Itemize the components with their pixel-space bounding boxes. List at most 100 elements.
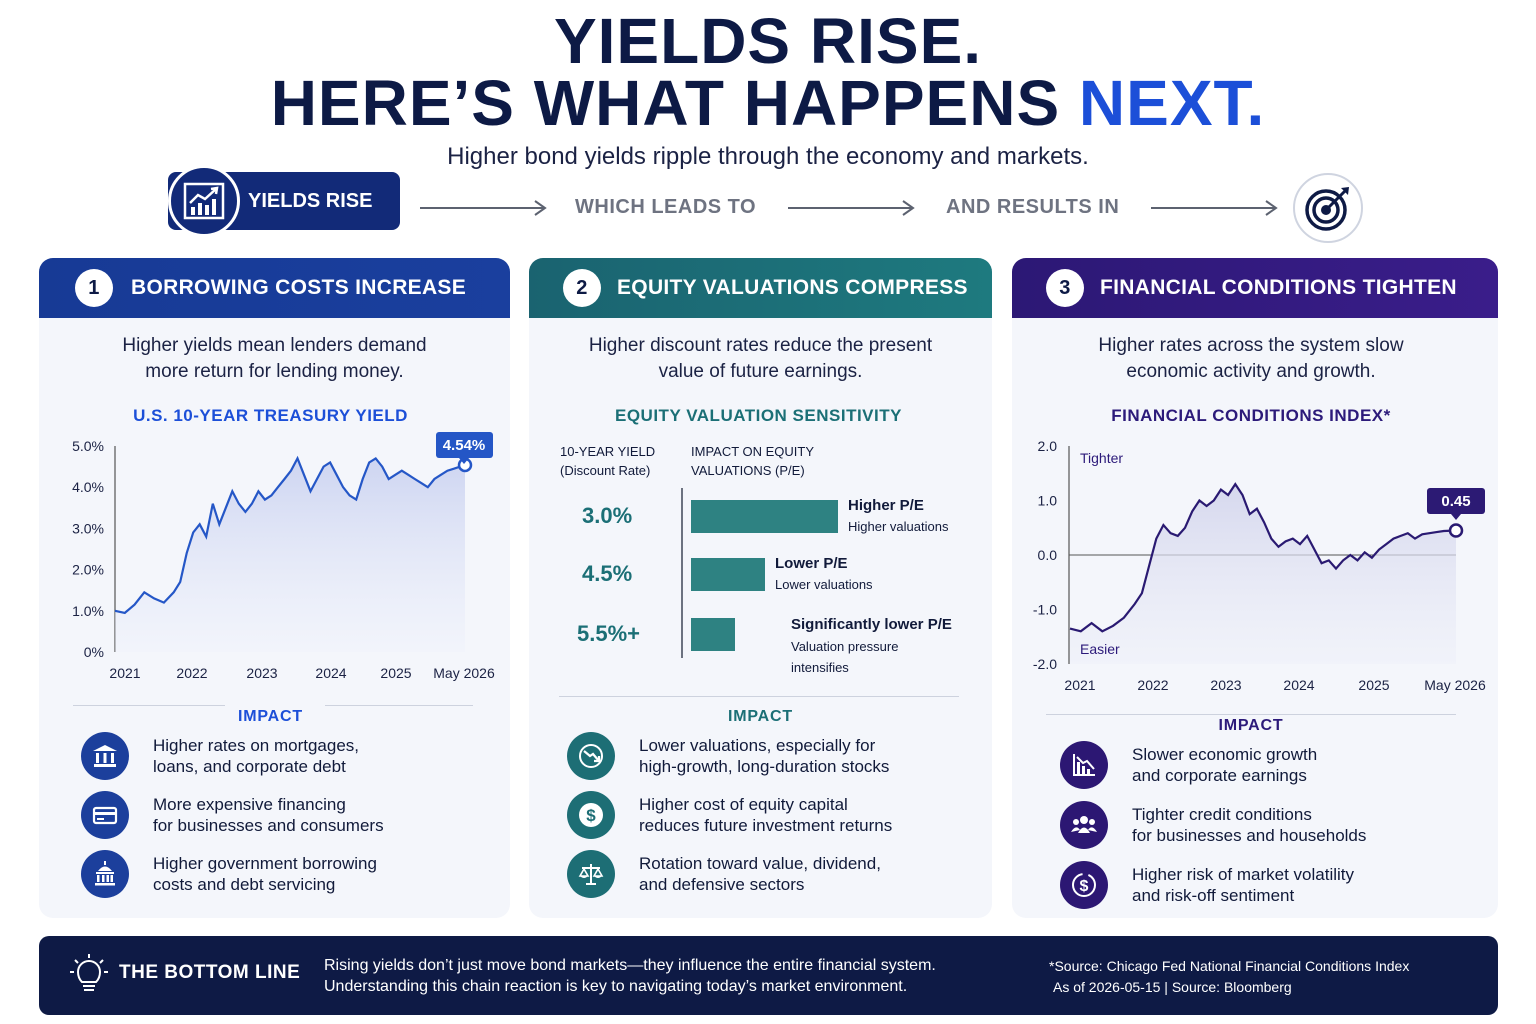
impact-text: More expensive financing for businesses a… bbox=[153, 794, 384, 836]
bottom-line-bar: THE BOTTOM LINE Rising yields don’t just… bbox=[39, 936, 1498, 1015]
impact-line-2: reduces future investment returns bbox=[639, 816, 893, 835]
desc-line: more return for lending money. bbox=[145, 361, 404, 382]
pe-label-sub: intensifies bbox=[791, 660, 849, 675]
impact-line-2: and corporate earnings bbox=[1132, 766, 1307, 785]
pe-label-sub: Valuation pressure bbox=[791, 639, 899, 654]
yield-level-label: 5.5%+ bbox=[577, 621, 640, 646]
source-line: As of 2026-05-15 | Source: Bloomberg bbox=[1053, 979, 1292, 995]
impact-2-row-2: $ Higher cost of equity capital reduces f… bbox=[567, 791, 892, 839]
flow-arrow-3 bbox=[1151, 200, 1278, 216]
source-line: *Source: Chicago Fed National Financial … bbox=[1049, 958, 1410, 974]
pe-label-sub: Higher valuations bbox=[848, 519, 949, 534]
scales-icon bbox=[567, 850, 615, 898]
impact-1-row-3: Higher government borrowing costs and deb… bbox=[81, 850, 377, 898]
impact-line-1: Higher government borrowing bbox=[153, 854, 377, 873]
pe-bar bbox=[691, 618, 735, 651]
government-building-icon bbox=[81, 850, 129, 898]
tighter-label: Tighter bbox=[1080, 450, 1123, 466]
fci-end-point bbox=[1448, 523, 1464, 538]
sensitivity-divider bbox=[681, 488, 683, 658]
impact-line-2: loans, and corporate debt bbox=[153, 757, 346, 776]
impact-line-2: high-growth, long-duration stocks bbox=[639, 757, 890, 776]
impact-divider bbox=[559, 696, 959, 697]
impact-line-2: for businesses and consumers bbox=[153, 816, 384, 835]
impact-line-2: and risk-off sentiment bbox=[1132, 886, 1295, 905]
impact-1-row-2: More expensive financing for businesses a… bbox=[81, 791, 384, 839]
impact-2-row-3: Rotation toward value, dividend, and defe… bbox=[567, 850, 881, 898]
pe-label-sub: Lower valuations bbox=[775, 577, 873, 592]
yield-callout-box bbox=[436, 432, 493, 458]
impact-line-1: Higher risk of market volatility bbox=[1132, 865, 1355, 884]
chart-1-title: U.S. 10-YEAR TREASURY YIELD bbox=[133, 406, 408, 425]
y-tick-label: 4.0% bbox=[72, 479, 104, 495]
pe-bar-label: Higher P/E Higher valuations bbox=[848, 496, 948, 537]
y-tick-label: 1.0 bbox=[1038, 493, 1058, 509]
column-3-description: Higher rates across the system slow econ… bbox=[1012, 333, 1494, 385]
impact-2-row-1: Lower valuations, especially for high-gro… bbox=[567, 732, 889, 780]
impact-text: Tighter credit conditions for businesses … bbox=[1132, 804, 1366, 846]
flow-step-results-in: AND RESULTS IN bbox=[946, 196, 1120, 218]
chart-decline-icon bbox=[1060, 741, 1108, 789]
pe-bar bbox=[691, 500, 838, 533]
pe-label-main: Significantly lower P/E bbox=[791, 616, 952, 633]
column-1-description: Higher yields mean lenders demand more r… bbox=[39, 333, 510, 385]
x-tick-label: 2024 bbox=[315, 665, 346, 681]
header-line: (Discount Rate) bbox=[560, 463, 651, 478]
impact-divider-right bbox=[325, 705, 473, 706]
fci-line bbox=[1069, 482, 1457, 633]
impact-line-1: More expensive financing bbox=[153, 795, 346, 814]
financial-conditions-chart: 2.0 1.0 0.0 -1.0 -2.0 Tighter Easier 2021 202… bbox=[1033, 438, 1486, 693]
y-tick-label: 3.0% bbox=[72, 520, 104, 536]
step-number-2: 2 bbox=[563, 269, 601, 307]
column-1-heading: BORROWING COSTS INCREASE bbox=[131, 276, 467, 299]
step-number-3: 3 bbox=[1046, 269, 1084, 307]
column-3-heading: FINANCIAL CONDITIONS TIGHTEN bbox=[1100, 276, 1457, 299]
pe-label-main: Higher P/E bbox=[848, 497, 924, 514]
impact-2-title: IMPACT bbox=[728, 708, 793, 725]
desc-line: Higher discount rates reduce the present bbox=[588, 335, 933, 356]
impact-divider bbox=[1046, 714, 1456, 715]
source-note: *Source: Chicago Fed National Financial … bbox=[1049, 956, 1409, 998]
y-tick-label: -2.0 bbox=[1033, 656, 1057, 672]
easier-label: Easier bbox=[1080, 641, 1120, 657]
impact-text: Higher rates on mortgages, loans, and cor… bbox=[153, 735, 359, 777]
yield-area bbox=[115, 458, 465, 652]
impact-text: Higher risk of market volatility and risk… bbox=[1132, 864, 1354, 906]
impact-3-row-1: Slower economic growth and corporate earn… bbox=[1060, 741, 1317, 789]
impact-3-title: IMPACT bbox=[1218, 717, 1284, 734]
impact-line-1: Slower economic growth bbox=[1132, 745, 1318, 764]
fci-callout-box bbox=[1427, 488, 1485, 514]
pe-bar-label: Lower P/E Lower valuations bbox=[775, 554, 873, 595]
yield-column-header: 10-YEAR YIELD (Discount Rate) bbox=[560, 442, 655, 480]
yield-callout: 4.54% bbox=[443, 437, 486, 454]
chart-2-title: EQUITY VALUATION SENSITIVITY bbox=[615, 406, 902, 425]
y-tick-label: 1.0% bbox=[72, 603, 104, 619]
header-line: IMPACT ON EQUITY bbox=[691, 444, 815, 459]
x-tick-label: 2023 bbox=[1210, 677, 1241, 693]
treasury-yield-chart: 5.0% 4.0% 3.0% 2.0% 1.0% 0% 2021 2022 2023 2024 2… bbox=[72, 432, 495, 681]
impact-1-title: IMPACT bbox=[238, 708, 303, 725]
desc-line: Higher yields mean lenders demand bbox=[122, 335, 427, 356]
column-financial-conditions: 3 FINANCIAL CONDITIONS TIGHTEN Higher ra… bbox=[1012, 258, 1498, 918]
chart-down-icon bbox=[567, 732, 615, 780]
yields-rise-label: YIELDS RISE bbox=[248, 189, 373, 212]
page-title-line1: YIELDS RISE. bbox=[553, 5, 983, 77]
bank-icon bbox=[81, 732, 129, 780]
pe-label-main: Lower P/E bbox=[775, 555, 848, 572]
impact-line-1: Higher rates on mortgages, bbox=[153, 736, 359, 755]
impact-line-1: Lower valuations, especially for bbox=[639, 736, 876, 755]
y-tick-label: 0% bbox=[84, 644, 104, 660]
impact-text: Slower economic growth and corporate earn… bbox=[1132, 744, 1317, 786]
impact-1-row-1: Higher rates on mortgages, loans, and cor… bbox=[81, 732, 359, 780]
x-tick-label: 2021 bbox=[1064, 677, 1095, 693]
bottom-line-title: THE BOTTOM LINE bbox=[119, 962, 301, 983]
impact-text: Higher cost of equity capital reduces fut… bbox=[639, 794, 892, 836]
impact-line-1: Higher cost of equity capital bbox=[639, 795, 848, 814]
flow-arrow-2 bbox=[788, 200, 915, 216]
header-line: VALUATIONS (P/E) bbox=[691, 463, 805, 478]
pe-bar-label: Significantly lower P/E Valuation pressur… bbox=[791, 614, 952, 678]
y-tick-label: 5.0% bbox=[72, 438, 104, 454]
header-line: 10-YEAR YIELD bbox=[560, 444, 656, 459]
yield-level-label: 3.0% bbox=[582, 503, 633, 528]
credit-card-icon bbox=[81, 791, 129, 839]
